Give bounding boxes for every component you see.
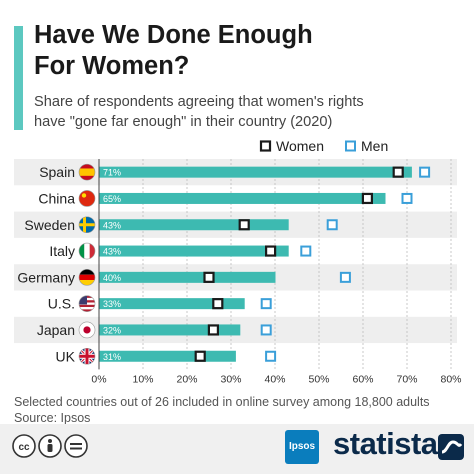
x-tick-label: 50% (308, 373, 329, 385)
x-tick-label: 30% (220, 373, 241, 385)
china-flag-icon (78, 190, 96, 207)
cc-icon[interactable]: cc (12, 434, 36, 458)
men-marker (300, 245, 312, 257)
title-line-1: Have We Done Enough (34, 21, 313, 49)
bar (99, 166, 412, 178)
statista-logo[interactable]: statista (333, 426, 438, 461)
bar-value-label: 32% (103, 325, 121, 335)
x-tick-label: 70% (396, 373, 417, 385)
category-label: Spain (39, 164, 75, 180)
nd-icon[interactable] (64, 434, 88, 458)
men-marker (260, 324, 272, 336)
legend-men-marker (345, 140, 356, 152)
men-marker (326, 219, 338, 231)
women-marker (361, 192, 373, 205)
legend-men-label: Men (361, 138, 388, 154)
sweden-flag-icon (78, 216, 96, 234)
category-label: UK (56, 348, 76, 364)
x-tick-label: 80% (440, 373, 461, 385)
svg-text:cc: cc (18, 442, 30, 453)
legend-women-marker (259, 140, 272, 152)
bar-value-label: 65% (103, 194, 121, 204)
bar (99, 245, 289, 257)
chart-subtitle: Share of respondents agreeing that women… (34, 92, 459, 132)
women-marker (265, 245, 277, 257)
bar-value-label: 43% (103, 247, 121, 257)
men-marker (260, 298, 272, 310)
bar (99, 298, 245, 310)
x-tick-label: 0% (91, 373, 106, 385)
chart-title: Have We Done Enough For Women? (34, 20, 454, 82)
germany-flag-icon (78, 269, 96, 286)
category-label: Japan (37, 322, 75, 338)
by-icon[interactable] (38, 434, 62, 458)
bar (99, 324, 241, 336)
category-label: U.S. (48, 296, 75, 312)
source-note: Source: Ipsos (14, 411, 91, 425)
x-tick-label: 20% (176, 373, 197, 385)
category-label: Sweden (24, 217, 75, 233)
men-marker (419, 166, 431, 178)
bar-value-label: 33% (103, 299, 121, 309)
legend-women-label: Women (276, 138, 324, 154)
men-marker (265, 350, 277, 362)
category-label: Germany (17, 269, 75, 285)
bar (99, 350, 236, 362)
bar-value-label: 43% (103, 220, 121, 230)
bar-value-label: 31% (103, 352, 121, 362)
bar-value-label: 40% (103, 273, 121, 283)
uk-flag-icon (78, 347, 96, 365)
bar (99, 192, 386, 204)
subtitle-line-1: Share of respondents agreeing that women… (34, 94, 364, 110)
license-icons[interactable]: cc (12, 433, 92, 459)
women-marker (203, 271, 215, 283)
x-tick-label: 10% (132, 373, 153, 385)
x-tick-label: 40% (264, 373, 285, 385)
women-marker (212, 298, 224, 310)
us-flag-icon (78, 295, 96, 312)
bar-value-label: 71% (103, 168, 121, 178)
footer-note: Selected countries out of 26 included in… (14, 394, 430, 426)
spain-flag-icon (78, 163, 96, 181)
italy-flag-icon (78, 242, 96, 260)
ipsos-logo: Ipsos (285, 430, 319, 464)
survey-note: Selected countries out of 26 included in… (14, 395, 430, 409)
japan-flag-icon (78, 321, 96, 339)
men-marker (339, 271, 351, 283)
title-line-2: For Women? (34, 52, 190, 80)
bar (99, 219, 289, 231)
subtitle-line-2: have "gone far enough" in their country … (34, 114, 333, 130)
women-marker (392, 166, 404, 178)
bar (99, 271, 276, 283)
women-marker (238, 219, 250, 231)
women-marker (194, 350, 206, 362)
title-accent-bar (14, 26, 23, 130)
x-tick-label: 60% (352, 373, 373, 385)
men-marker (401, 192, 413, 204)
statista-wave-icon (438, 434, 464, 460)
category-label: China (38, 190, 75, 206)
women-marker (207, 324, 219, 336)
category-label: Italy (49, 243, 75, 259)
